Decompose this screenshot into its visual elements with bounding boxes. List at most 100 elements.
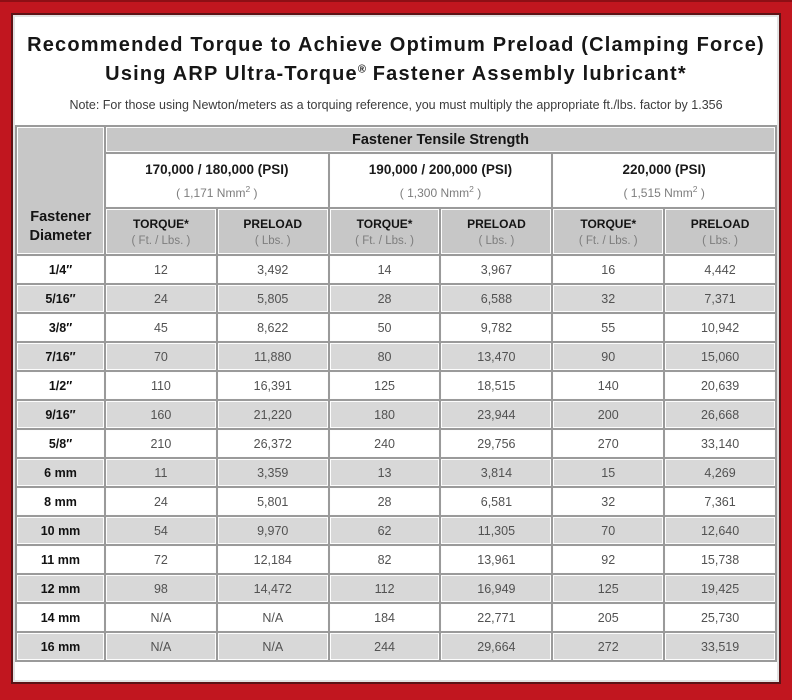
preload-value-cell: 23,944 — [439, 399, 554, 430]
preload-value-cell: 21,220 — [215, 399, 330, 430]
table-row: 1/4″ 12 3,492 14 3,967 16 4,442 — [15, 254, 777, 285]
fastener-diameter-cell: 12 mm — [15, 573, 106, 604]
torque-value-cell: 50 — [327, 312, 442, 343]
psi-label: 170,000 / 180,000 (PSI) — [145, 161, 289, 177]
preload-column-header: PRELOAD ( Lbs. ) — [439, 207, 554, 256]
torque-value-cell: 92 — [551, 544, 666, 575]
nmm-superscript: 2 — [692, 183, 698, 194]
torque-value-cell: 32 — [551, 486, 666, 517]
torque-value-cell: 244 — [327, 631, 442, 662]
preload-value-cell: 6,581 — [439, 486, 554, 517]
preload-value-cell: 13,961 — [439, 544, 554, 575]
preload-value-cell: 5,805 — [215, 283, 330, 314]
preload-units: ( Lbs. ) — [478, 234, 515, 247]
tensile-strength-row: Fastener Diameter Fastener Tensile Stren… — [15, 125, 777, 256]
preload-label: PRELOAD — [690, 216, 750, 231]
preload-column-header: PRELOAD ( Lbs. ) — [215, 207, 330, 256]
preload-label: PRELOAD — [467, 216, 526, 231]
preload-value-cell: 16,949 — [439, 573, 554, 604]
preload-value-cell: 12,640 — [663, 515, 777, 546]
torque-value-cell: 110 — [104, 370, 218, 401]
torque-value-cell: 72 — [104, 544, 218, 575]
page-title: Recommended Torque to Achieve Optimum Pr… — [15, 31, 777, 89]
preload-value-cell: 7,361 — [663, 486, 777, 517]
torque-value-cell: 54 — [104, 515, 218, 546]
table-row: 8 mm 24 5,801 28 6,581 32 7,361 — [15, 486, 777, 517]
torque-value-cell: 24 — [104, 486, 218, 517]
torque-value-cell: 11 — [104, 457, 218, 488]
table-row: 16 mm N/A N/A 244 29,664 272 33,519 — [15, 631, 777, 662]
preload-value-cell: 26,668 — [663, 399, 777, 430]
page-title-line2: Using ARP Ultra-Torque® Fastener Assembl… — [15, 60, 777, 89]
torque-value-cell: 14 — [327, 254, 442, 285]
preload-value-cell: 19,425 — [663, 573, 777, 604]
table-row: 3/8″ 45 8,622 50 9,782 55 10,942 — [15, 312, 777, 343]
torque-label: TORQUE* — [133, 216, 189, 231]
torque-value-cell: 80 — [327, 341, 442, 372]
nmm-superscript: 2 — [245, 183, 251, 194]
nmm-close: ) — [473, 185, 482, 200]
fastener-diameter-cell: 1/2″ — [15, 370, 106, 401]
nmm-superscript: 2 — [469, 183, 474, 194]
preload-value-cell: 4,269 — [663, 457, 777, 488]
table-row: 1/2″ 110 16,391 125 18,515 140 20,639 — [15, 370, 777, 401]
torque-value-cell: 140 — [551, 370, 666, 401]
torque-value-cell: 62 — [327, 515, 442, 546]
corner-label-line1: Fastener — [30, 208, 91, 225]
title-line2-text: Using ARP Ultra-Torque — [105, 63, 358, 85]
fastener-diameter-cell: 3/8″ — [15, 312, 106, 343]
fastener-diameter-cell: 14 mm — [15, 602, 106, 633]
preload-value-cell: 10,942 — [663, 312, 777, 343]
table-row: 7/16″ 70 11,880 80 13,470 90 15,060 — [15, 341, 777, 372]
fastener-diameter-cell: 10 mm — [15, 515, 106, 546]
preload-value-cell: N/A — [215, 631, 330, 662]
fastener-diameter-cell: 7/16″ — [15, 341, 106, 372]
content-panel: Recommended Torque to Achieve Optimum Pr… — [11, 13, 781, 684]
torque-value-cell: 32 — [551, 283, 666, 314]
fastener-diameter-cell: 5/8″ — [15, 428, 106, 459]
torque-value-cell: 55 — [551, 312, 666, 343]
table-row: 12 mm 98 14,472 112 16,949 125 19,425 — [15, 573, 777, 604]
tensile-strength-header: Fastener Tensile Strength — [104, 125, 777, 154]
preload-value-cell: 3,492 — [215, 254, 330, 285]
psi-group-header-220: 220,000 (PSI) ( 1,515 Nmm2 ) — [551, 152, 777, 209]
preload-value-cell: 16,391 — [215, 370, 330, 401]
preload-value-cell: 18,515 — [439, 370, 554, 401]
preload-value-cell: 5,801 — [215, 486, 330, 517]
torque-value-cell: 28 — [327, 486, 442, 517]
nmm-text: ( 1,171 Nmm — [176, 185, 246, 200]
table-row: 11 mm 72 12,184 82 13,961 92 15,738 — [15, 544, 777, 575]
nmm-close: ) — [250, 185, 258, 200]
torque-value-cell: N/A — [104, 631, 218, 662]
torque-value-cell: 70 — [551, 515, 666, 546]
preload-units: ( Lbs. ) — [254, 234, 291, 247]
nmm-close: ) — [697, 185, 705, 200]
torque-value-cell: 24 — [104, 283, 218, 314]
torque-label: TORQUE* — [356, 216, 413, 231]
torque-value-cell: N/A — [104, 602, 218, 633]
fastener-diameter-cell: 6 mm — [15, 457, 106, 488]
torque-value-cell: 112 — [327, 573, 442, 604]
torque-units: ( Ft. / Lbs. ) — [131, 234, 191, 247]
torque-table: Fastener Diameter Fastener Tensile Stren… — [15, 125, 777, 662]
nmm-text: ( 1,515 Nmm — [623, 185, 693, 200]
torque-value-cell: 210 — [104, 428, 218, 459]
preload-value-cell: 15,060 — [663, 341, 777, 372]
preload-value-cell: 3,967 — [439, 254, 554, 285]
torque-value-cell: 98 — [104, 573, 218, 604]
torque-value-cell: 270 — [551, 428, 666, 459]
preload-value-cell: 11,305 — [439, 515, 554, 546]
fastener-diameter-cell: 16 mm — [15, 631, 106, 662]
preload-value-cell: 20,639 — [663, 370, 777, 401]
preload-value-cell: 7,371 — [663, 283, 777, 314]
preload-label: PRELOAD — [243, 216, 303, 231]
nmm-text: ( 1,300 Nmm — [399, 185, 470, 200]
preload-value-cell: 6,588 — [439, 283, 554, 314]
table-row: 6 mm 11 3,359 13 3,814 15 4,269 — [15, 457, 777, 488]
torque-units: ( Ft. / Lbs. ) — [578, 234, 638, 247]
torque-value-cell: 200 — [551, 399, 666, 430]
torque-value-cell: 82 — [327, 544, 442, 575]
corner-label-line2: Diameter — [29, 228, 92, 245]
torque-column-header: TORQUE* ( Ft. / Lbs. ) — [104, 207, 218, 256]
